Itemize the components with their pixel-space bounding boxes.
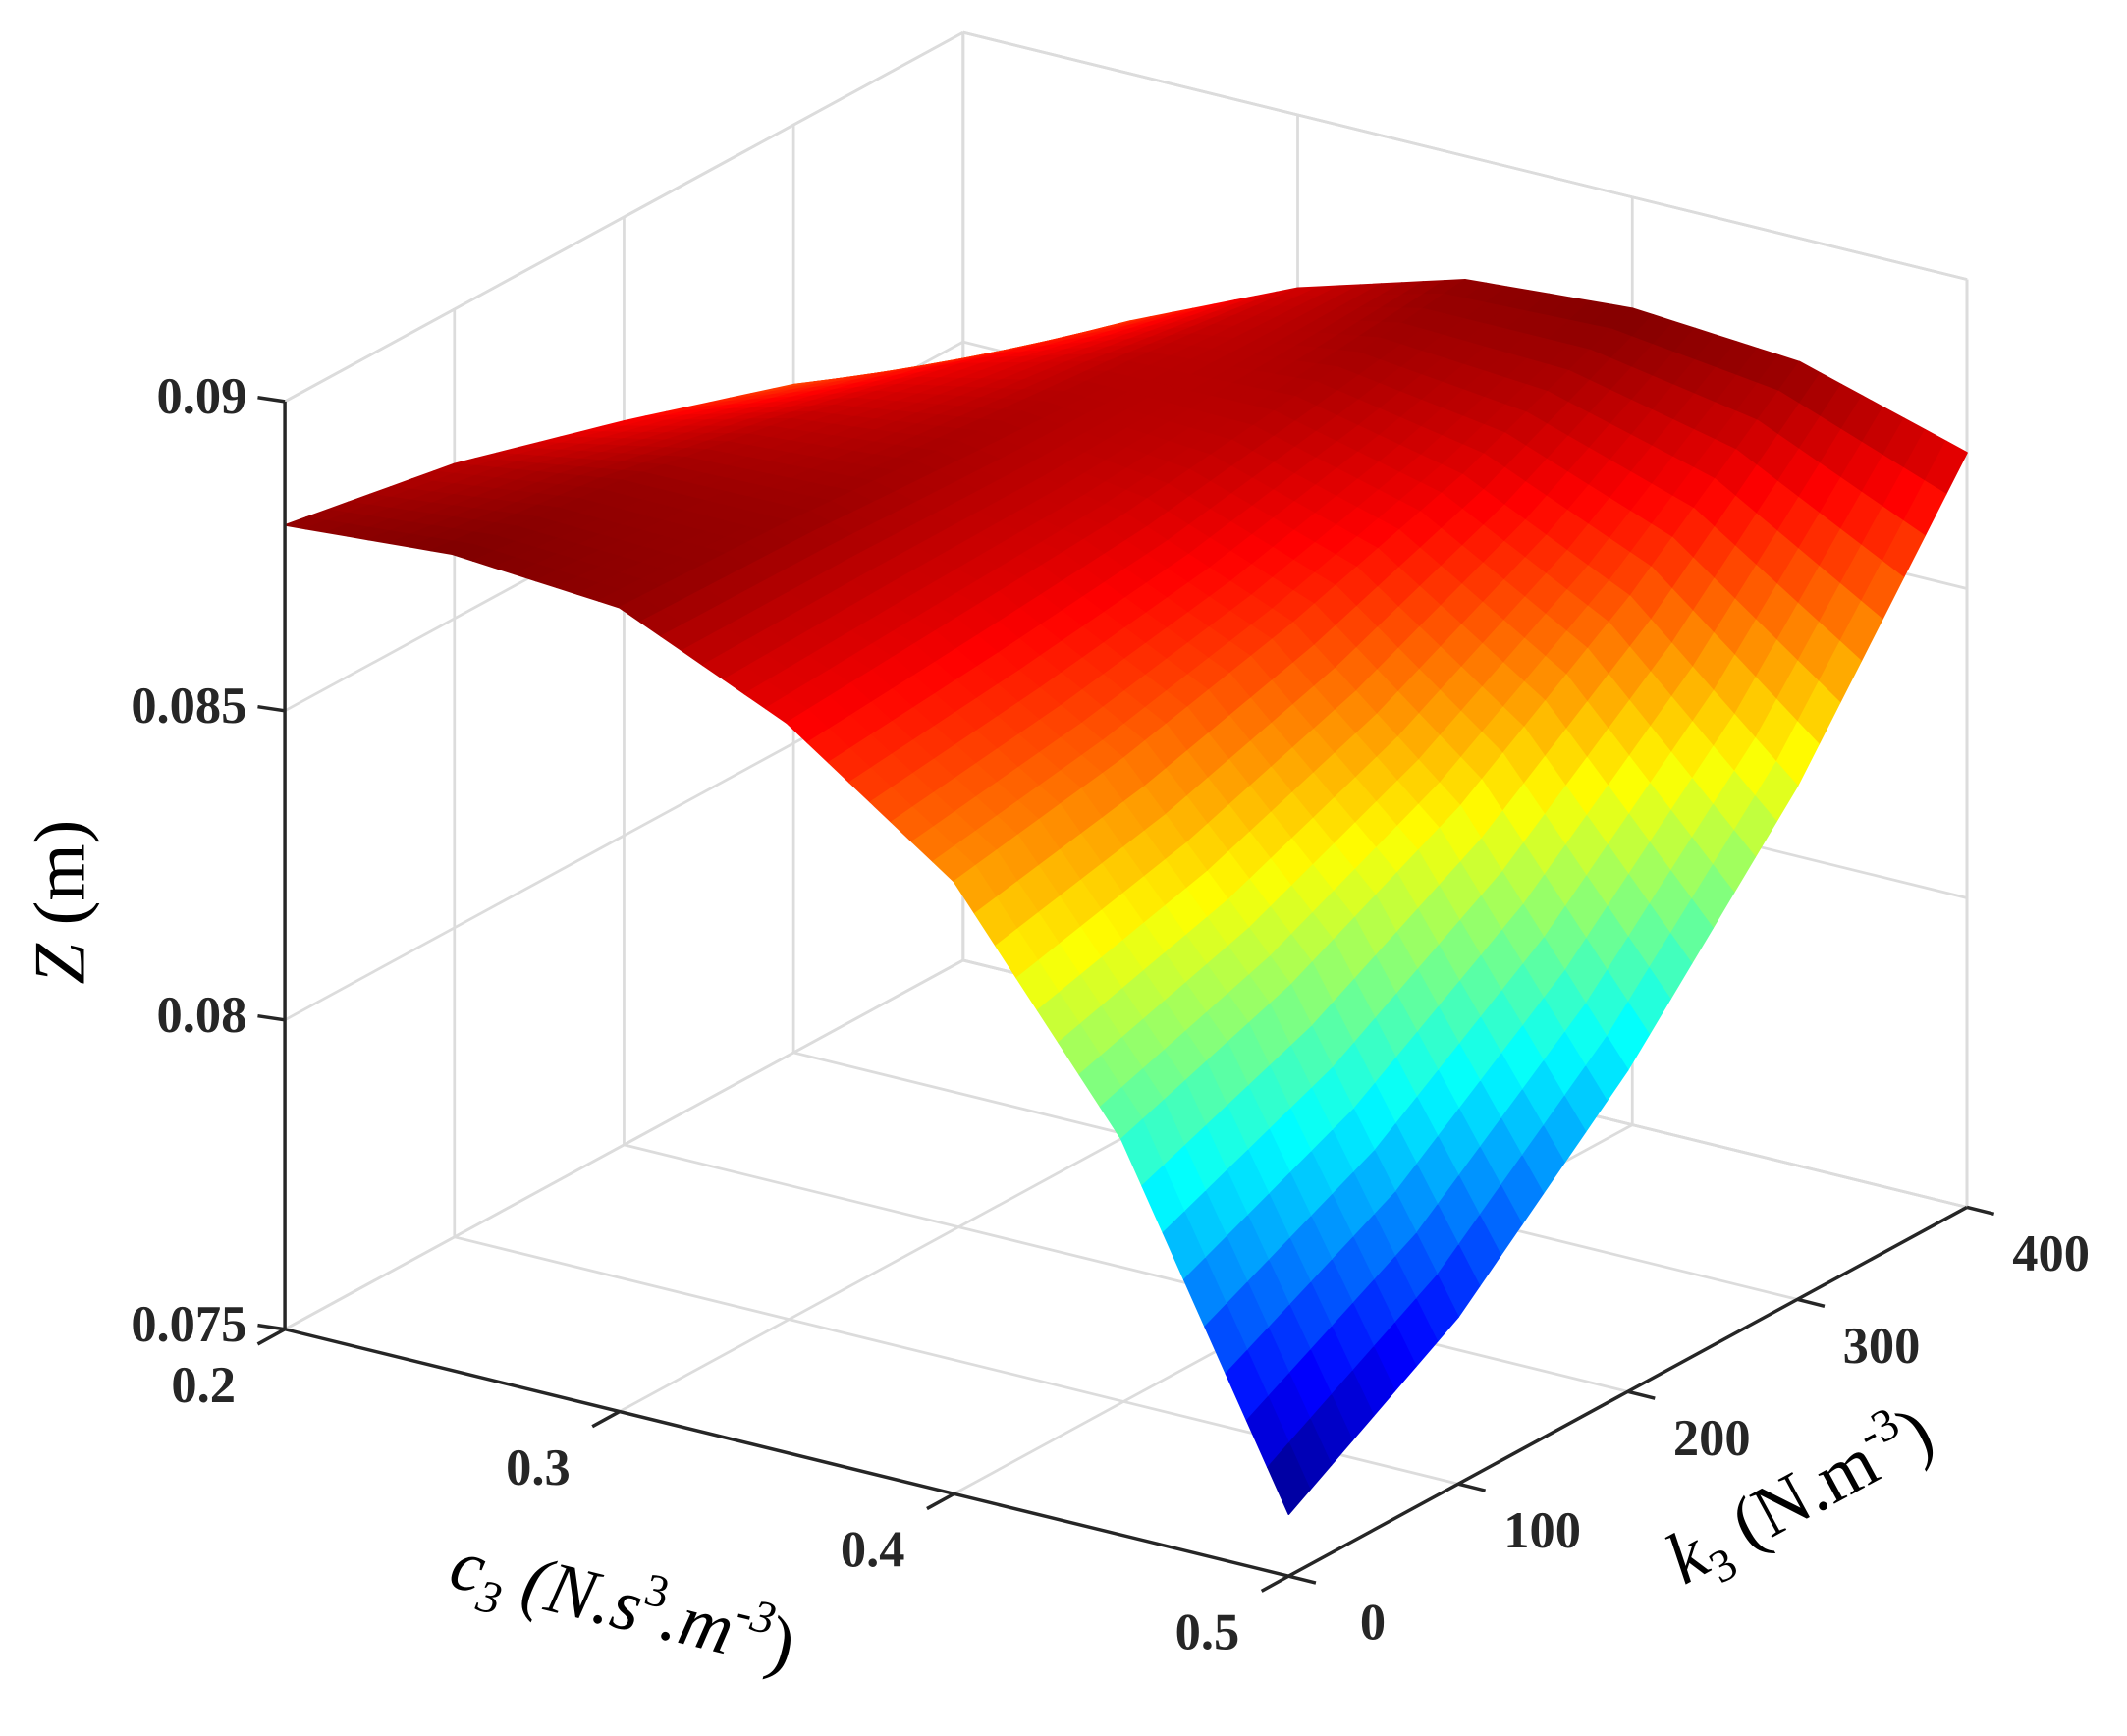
y-tick-label: 200 — [1673, 1410, 1751, 1467]
surface-cell — [1122, 622, 1462, 987]
z-label-unit: (m) — [21, 820, 101, 944]
x-tick — [256, 1328, 286, 1346]
surface-cell — [955, 513, 1294, 760]
surface-cell — [1124, 396, 1464, 624]
z-tick — [257, 1323, 286, 1331]
z-tick — [257, 396, 286, 404]
z-tick — [257, 704, 286, 713]
surface-cell — [790, 360, 1129, 443]
grid-line — [624, 1143, 1628, 1393]
y-tick — [1457, 1482, 1487, 1492]
y-tick-label: 300 — [1843, 1318, 1921, 1375]
surface-cell — [621, 417, 960, 522]
x-tick-label: 0.3 — [506, 1439, 571, 1496]
z-tick-label: 0.08 — [157, 987, 247, 1044]
plot: 0.075 0.08 0.085 0.09 0.2 0.3 0.4 0.5 0 100 200 300… — [21, 30, 2090, 1696]
surface-cell — [1292, 473, 1631, 807]
surface-cell — [1459, 595, 1799, 1071]
x-tick-label: 0.2 — [171, 1357, 236, 1414]
surface-cell — [1289, 805, 1629, 1318]
surface-cell — [1461, 307, 1801, 598]
z-axis-label: Z (m) — [21, 820, 101, 985]
y-tick — [1287, 1574, 1317, 1585]
y-tick — [1966, 1205, 1995, 1217]
z-tick-label: 0.075 — [131, 1296, 246, 1353]
z-tick-label: 0.09 — [157, 368, 247, 425]
y-tick-label: 100 — [1503, 1502, 1581, 1559]
surface-cell — [786, 617, 1125, 883]
x-axis — [284, 1328, 1289, 1578]
y-tick — [1796, 1297, 1826, 1308]
grid-line — [962, 30, 1968, 281]
x-label-unit: (N.s — [497, 1537, 650, 1648]
x-tick — [1260, 1574, 1290, 1593]
surface-cell — [1294, 279, 1634, 476]
x-tick-label: 0.4 — [841, 1522, 905, 1579]
y-tick-label: 400 — [2012, 1225, 2090, 1282]
surface-cell — [451, 479, 791, 609]
surface-cell — [1629, 360, 1968, 787]
surface-cell — [1127, 279, 1466, 398]
x-axis-label: c3 (N.s3.m-3) — [440, 1518, 804, 1696]
y-tick-label: 0 — [1360, 1595, 1386, 1652]
surface-cell — [788, 440, 1127, 620]
x-tick — [926, 1492, 955, 1511]
surface-cell — [284, 462, 623, 556]
surface-cell — [1120, 984, 1459, 1516]
y-tick — [1627, 1389, 1656, 1400]
z-label-symbol: Z — [21, 943, 101, 985]
surface-cell — [623, 362, 962, 422]
surface-cell — [959, 287, 1299, 365]
surface-cell — [453, 417, 792, 481]
z-tick-label: 0.085 — [131, 678, 246, 734]
surface — [284, 279, 1968, 1516]
surface-cell — [957, 360, 1297, 515]
z-tick — [257, 1013, 286, 1022]
surface-cell — [619, 520, 957, 724]
surface-cell — [953, 757, 1292, 1140]
axes: 0.075 0.08 0.085 0.09 0.2 0.3 0.4 0.5 0 100 200 300… — [131, 368, 2090, 1660]
x-tick-label: 0.5 — [1175, 1603, 1240, 1660]
surface-fragment — [1267, 1442, 1311, 1516]
x-tick — [591, 1410, 621, 1429]
